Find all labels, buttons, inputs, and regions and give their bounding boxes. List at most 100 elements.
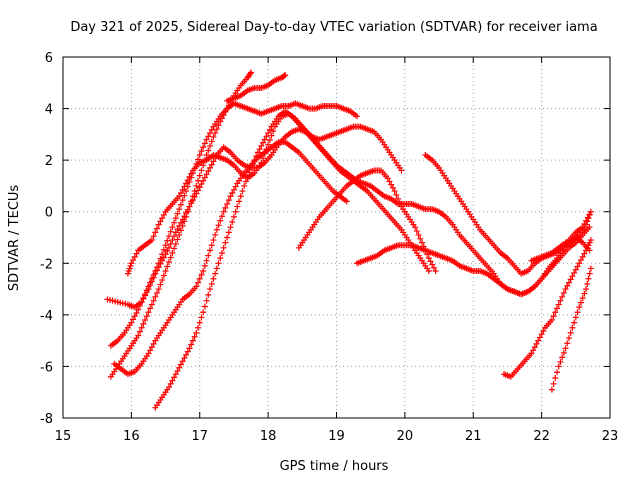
- data-point: [196, 184, 203, 191]
- data-point: [230, 186, 237, 193]
- data-point: [583, 286, 590, 293]
- data-point: [562, 286, 569, 293]
- data-point: [265, 141, 272, 148]
- data-point: [564, 282, 571, 289]
- data-point: [150, 340, 157, 347]
- data-point: [205, 147, 212, 154]
- data-point: [154, 289, 161, 296]
- data-point: [200, 144, 207, 151]
- data-point: [138, 324, 145, 331]
- data-point: [157, 255, 164, 262]
- data-point: [189, 337, 196, 344]
- y-tick-label: 4: [45, 103, 53, 118]
- data-point: [225, 197, 232, 204]
- data-point: [571, 319, 578, 326]
- data-point: [248, 164, 255, 171]
- data-point: [200, 177, 207, 184]
- data-point: [177, 219, 184, 226]
- data-point: [222, 239, 229, 246]
- data-point: [246, 169, 253, 176]
- data-point: [148, 275, 155, 282]
- data-point: [538, 331, 545, 338]
- data-point: [177, 361, 184, 368]
- data-point: [562, 345, 569, 352]
- data-point: [160, 254, 167, 261]
- data-point: [160, 246, 167, 253]
- data-point: [133, 309, 140, 316]
- data-point: [236, 198, 243, 205]
- data-point: [207, 164, 214, 171]
- data-point: [154, 264, 161, 271]
- data-point: [179, 186, 186, 193]
- data-point: [171, 374, 178, 381]
- data-point: [135, 306, 142, 313]
- data-point: [584, 218, 591, 225]
- data-point: [196, 275, 203, 282]
- data-point: [165, 258, 172, 265]
- data-point: [147, 279, 154, 286]
- data-point: [164, 237, 171, 244]
- data-point: [559, 354, 566, 361]
- data-point: [152, 268, 159, 275]
- data-point: [177, 190, 184, 197]
- axis-ticks: 15 16 17 18 19 20 21 22 23 -8 -6 -4 -2 0 2 4 6: [40, 51, 618, 444]
- data-point: [585, 215, 592, 222]
- data-point: [579, 295, 586, 302]
- data-point: [183, 213, 190, 220]
- data-point: [552, 375, 559, 382]
- data-point: [579, 253, 586, 260]
- data-point: [530, 347, 537, 354]
- data-point: [224, 234, 231, 241]
- data-point: [531, 344, 538, 351]
- data-point: [564, 340, 571, 347]
- data-point: [196, 151, 203, 158]
- data-point: [179, 222, 186, 229]
- data-point: [145, 283, 152, 290]
- data-point: [198, 180, 205, 187]
- data-point: [167, 228, 174, 235]
- data-point: [184, 348, 191, 355]
- data-point: [169, 224, 176, 231]
- data-point: [155, 260, 162, 267]
- data-point: [147, 305, 154, 312]
- data-point: [388, 181, 395, 188]
- data-point: [159, 215, 166, 222]
- data-point: [164, 248, 171, 255]
- data-point: [565, 279, 572, 286]
- data-point: [560, 349, 567, 356]
- data-point: [145, 309, 152, 316]
- data-point: [165, 384, 172, 391]
- data-point: [266, 137, 273, 144]
- data-point: [174, 236, 181, 243]
- data-point: [130, 257, 137, 264]
- data-point: [583, 221, 590, 228]
- data-point: [587, 265, 594, 272]
- data-point: [281, 72, 288, 79]
- data-point: [203, 257, 210, 264]
- x-tick-label: 22: [533, 429, 550, 444]
- data-point: [384, 175, 391, 182]
- data-point: [427, 258, 434, 265]
- data-point: [169, 377, 176, 384]
- data-point: [224, 200, 231, 207]
- data-point: [560, 289, 567, 296]
- data-point: [567, 329, 574, 336]
- x-tick-label: 18: [260, 429, 277, 444]
- data-point: [215, 122, 222, 129]
- data-point: [270, 128, 277, 135]
- data-point: [210, 133, 217, 140]
- data-point: [389, 184, 396, 191]
- data-point: [193, 329, 200, 336]
- data-point: [183, 180, 190, 187]
- data-point: [391, 188, 398, 195]
- data-point: [198, 167, 205, 174]
- data-point: [210, 158, 217, 165]
- data-point: [343, 198, 350, 205]
- data-point: [155, 286, 162, 293]
- data-point: [133, 250, 140, 257]
- data-point: [550, 380, 557, 387]
- data-point: [548, 317, 555, 324]
- data-point: [559, 293, 566, 300]
- x-tick-label: 23: [602, 429, 619, 444]
- data-point: [259, 139, 266, 146]
